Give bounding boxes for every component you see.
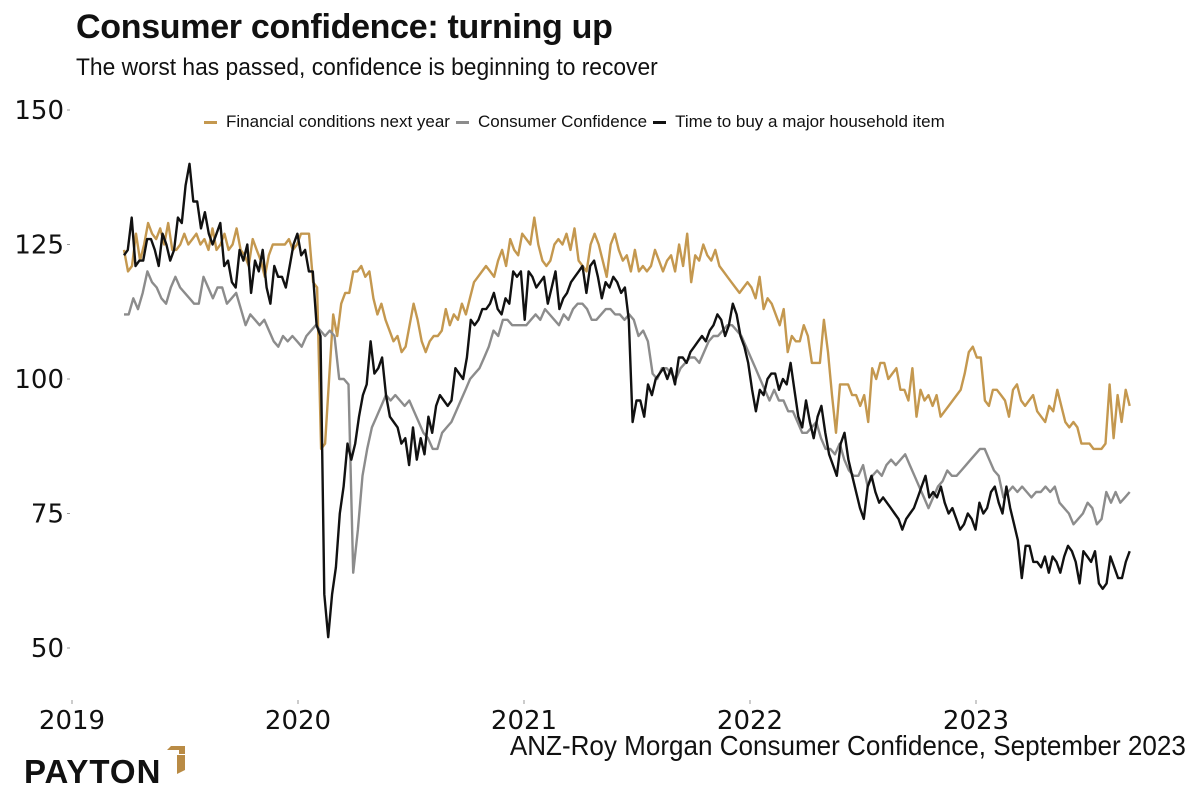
series-line-financial-conditions-next-year [122, 216, 1131, 451]
x-tick-label-2021: 2021 [491, 706, 557, 736]
x-tick-label-2023: 2023 [943, 706, 1009, 736]
legend-swatch-time-to-buy [653, 120, 667, 124]
y-tick-label-150: 150 [14, 96, 64, 126]
logo-arrow-icon [167, 746, 186, 774]
legend-swatch-consumer-confidence [455, 120, 469, 124]
legend-label-financial-conditions: Financial conditions next year [226, 112, 450, 131]
x-tick-label-2020: 2020 [265, 706, 331, 736]
series-layer [122, 162, 1131, 639]
y-tick-label-50: 50 [31, 634, 64, 664]
chart-title: Consumer confidence: turning up [76, 8, 613, 46]
series-line-time-to-buy-a-major-household-item [123, 162, 1131, 639]
y-tick-label-125: 125 [14, 231, 64, 261]
x-tick-label-2019: 2019 [39, 706, 105, 736]
y-tick-label-75: 75 [31, 500, 64, 530]
legend-item-time-to-buy: Time to buy a major household item [653, 112, 945, 132]
legend-label-consumer-confidence: Consumer Confidence [477, 112, 648, 131]
chart-subtitle: The worst has passed, confidence is begi… [76, 54, 658, 81]
series-line-consumer-confidence [124, 270, 1131, 574]
y-tick-label-100: 100 [14, 365, 64, 395]
legend: Financial conditions next year Consumer … [204, 112, 951, 132]
y-axis: 50 75 100 125 150 [14, 96, 70, 664]
source-note: ANZ-Roy Morgan Consumer Confidence, Sept… [510, 730, 1186, 761]
logo-text: PAYTON [24, 753, 162, 790]
legend-label-time-to-buy: Time to buy a major household item [675, 112, 945, 131]
legend-item-financial-conditions: Financial conditions next year [204, 112, 450, 132]
x-axis: 2019 2020 2021 2022 2023 [39, 700, 1009, 736]
x-tick-label-2022: 2022 [717, 706, 783, 736]
legend-swatch-financial-conditions [204, 120, 217, 124]
legend-item-consumer-confidence: Consumer Confidence [455, 112, 648, 132]
payton-logo: PAYTON [24, 746, 186, 790]
